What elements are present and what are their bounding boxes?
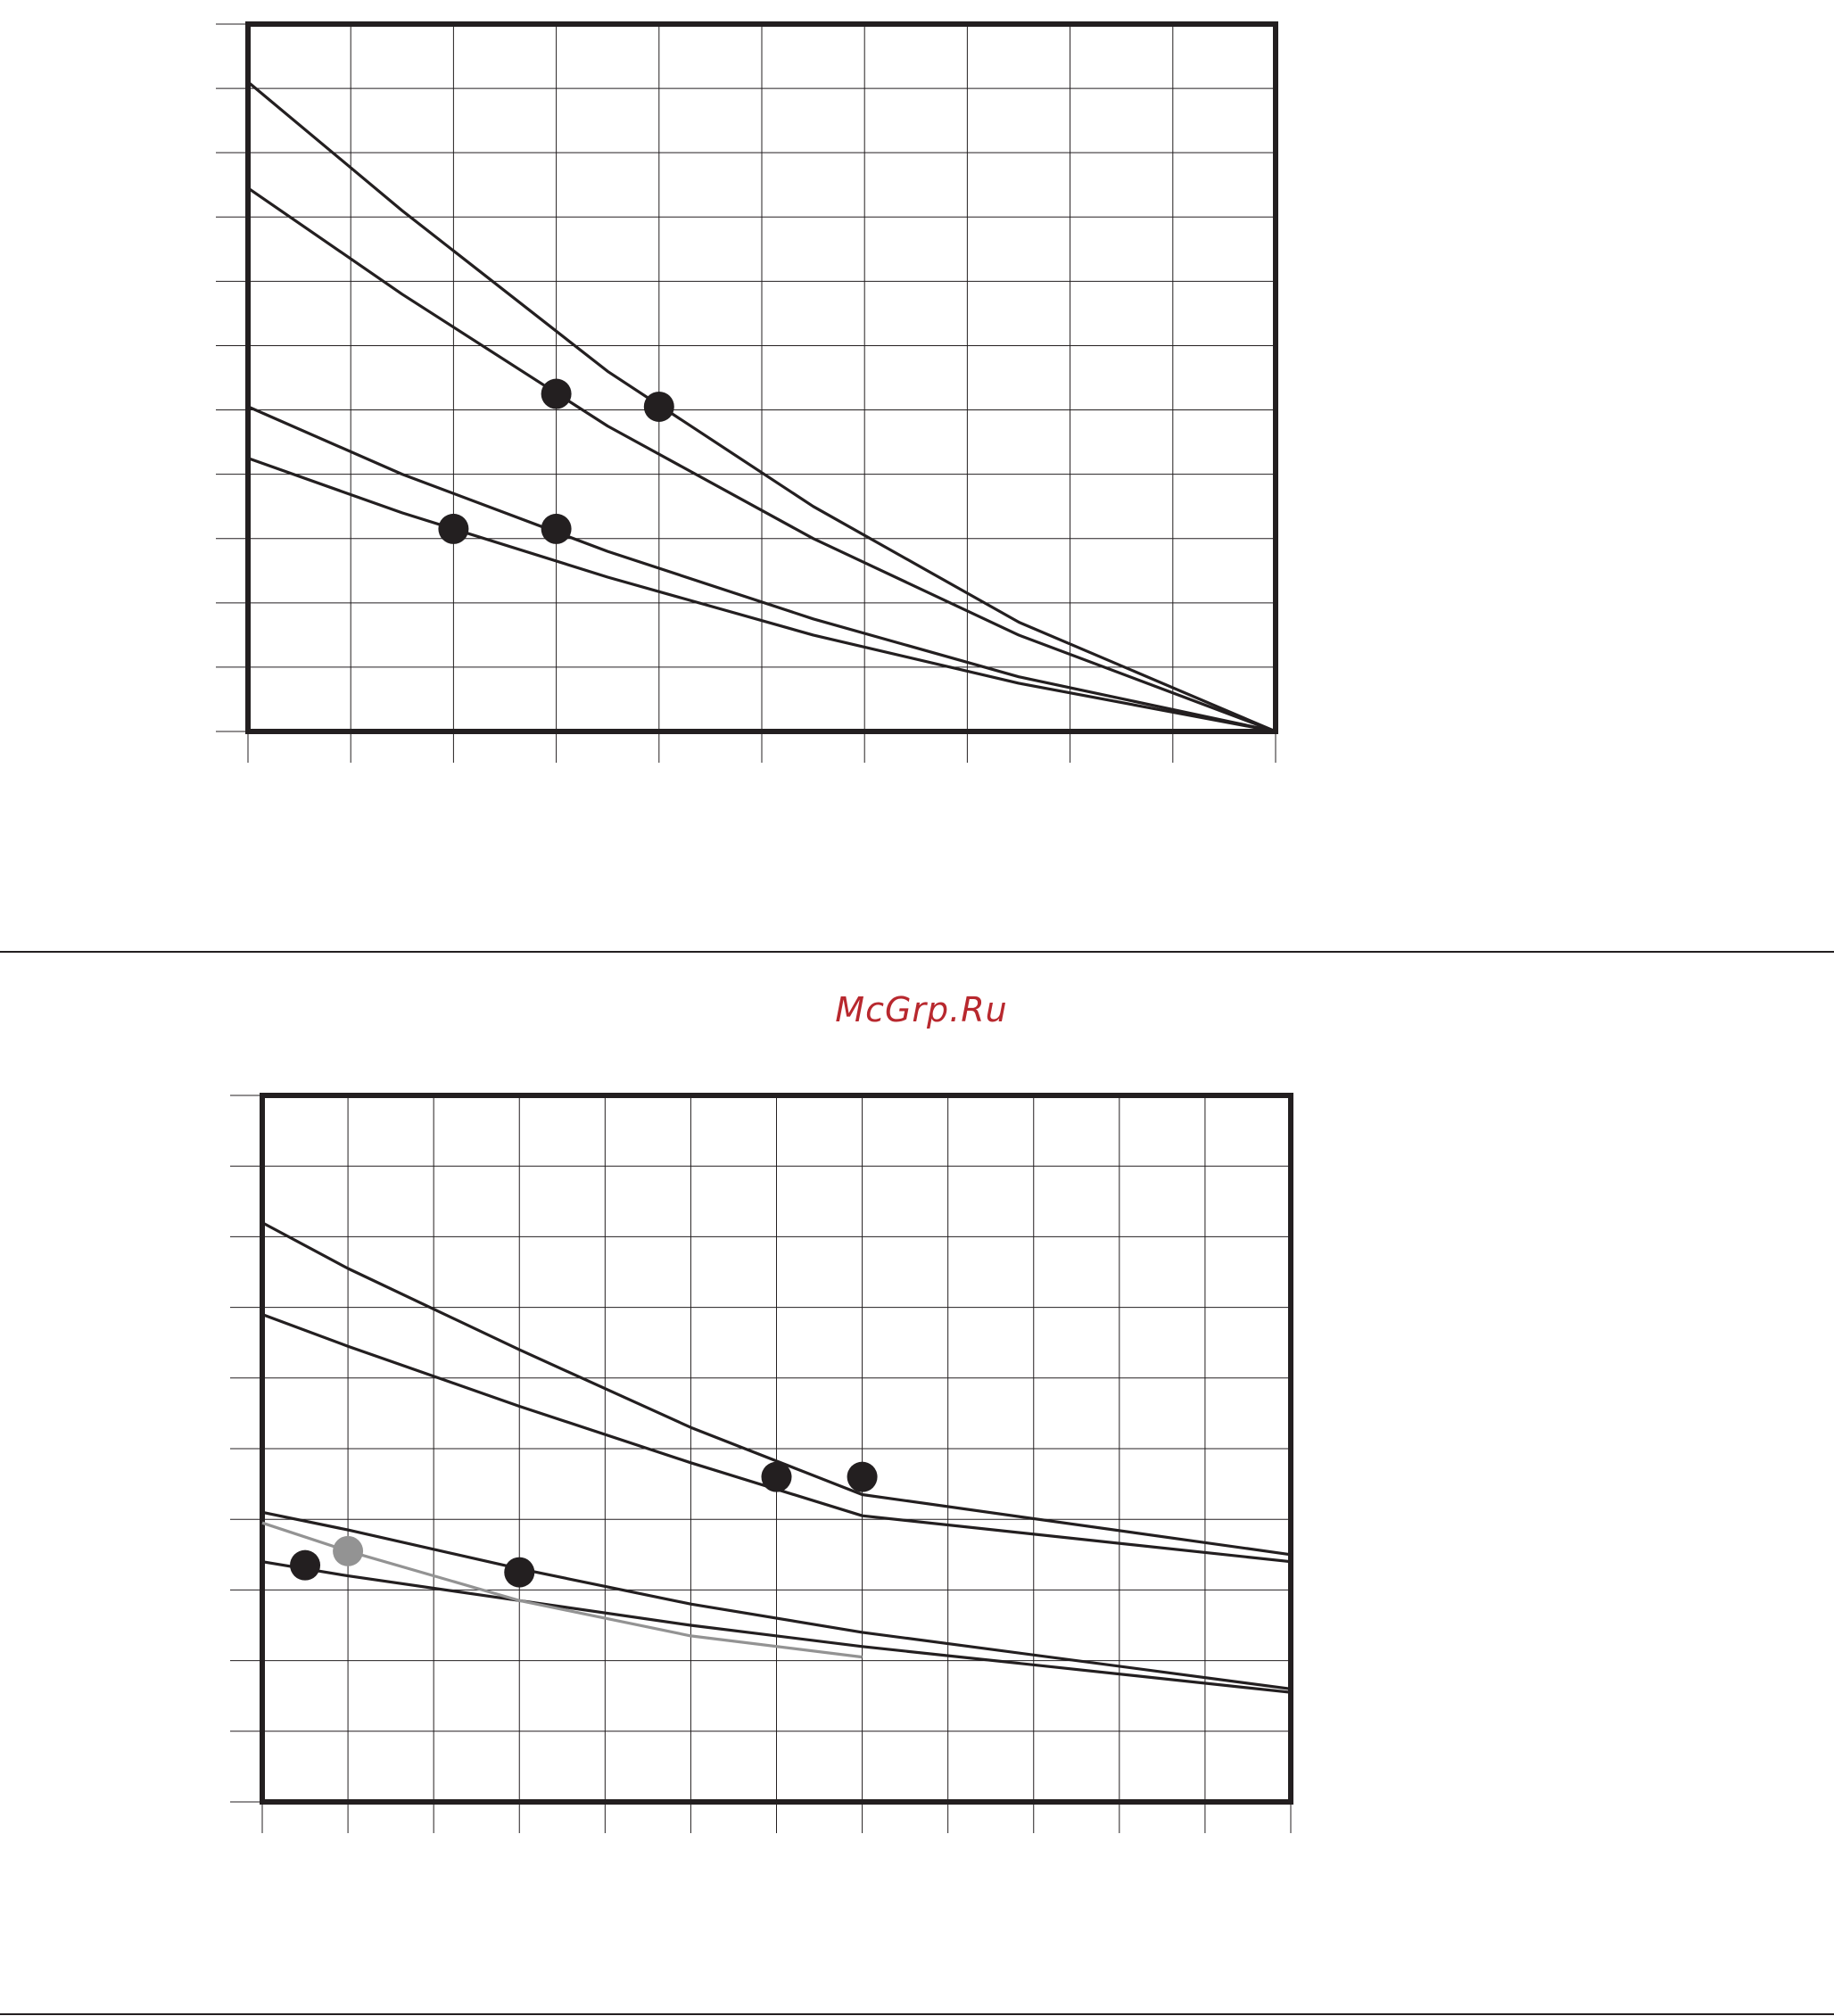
plot-frame	[260, 1093, 1293, 1805]
data-point-marker-1	[541, 378, 572, 409]
data-point-marker-2	[333, 1535, 364, 1566]
series-line-2	[261, 1313, 1292, 1564]
series-line-5	[261, 1521, 863, 1659]
plot-frame	[245, 21, 1278, 734]
chart-top	[216, 21, 1278, 763]
data-point-marker-4	[761, 1461, 792, 1492]
series-line-4	[261, 1560, 1292, 1694]
data-point-marker-3	[438, 513, 469, 544]
series-line-3	[261, 1510, 1292, 1690]
series-line-1	[246, 80, 1276, 733]
series-line-3	[247, 405, 1276, 733]
data-point-marker-1	[290, 1549, 321, 1581]
chart-bottom	[230, 1093, 1293, 1833]
data-point-marker-5	[847, 1461, 878, 1492]
data-point-marker-3	[504, 1557, 535, 1588]
data-point-marker-4	[541, 513, 572, 544]
data-point-marker-2	[643, 391, 674, 422]
series-line-4	[247, 457, 1276, 733]
watermark-text: McGrp.Ru	[835, 990, 1007, 1029]
series-line-1	[261, 1221, 1292, 1557]
series-line-2	[247, 186, 1276, 733]
